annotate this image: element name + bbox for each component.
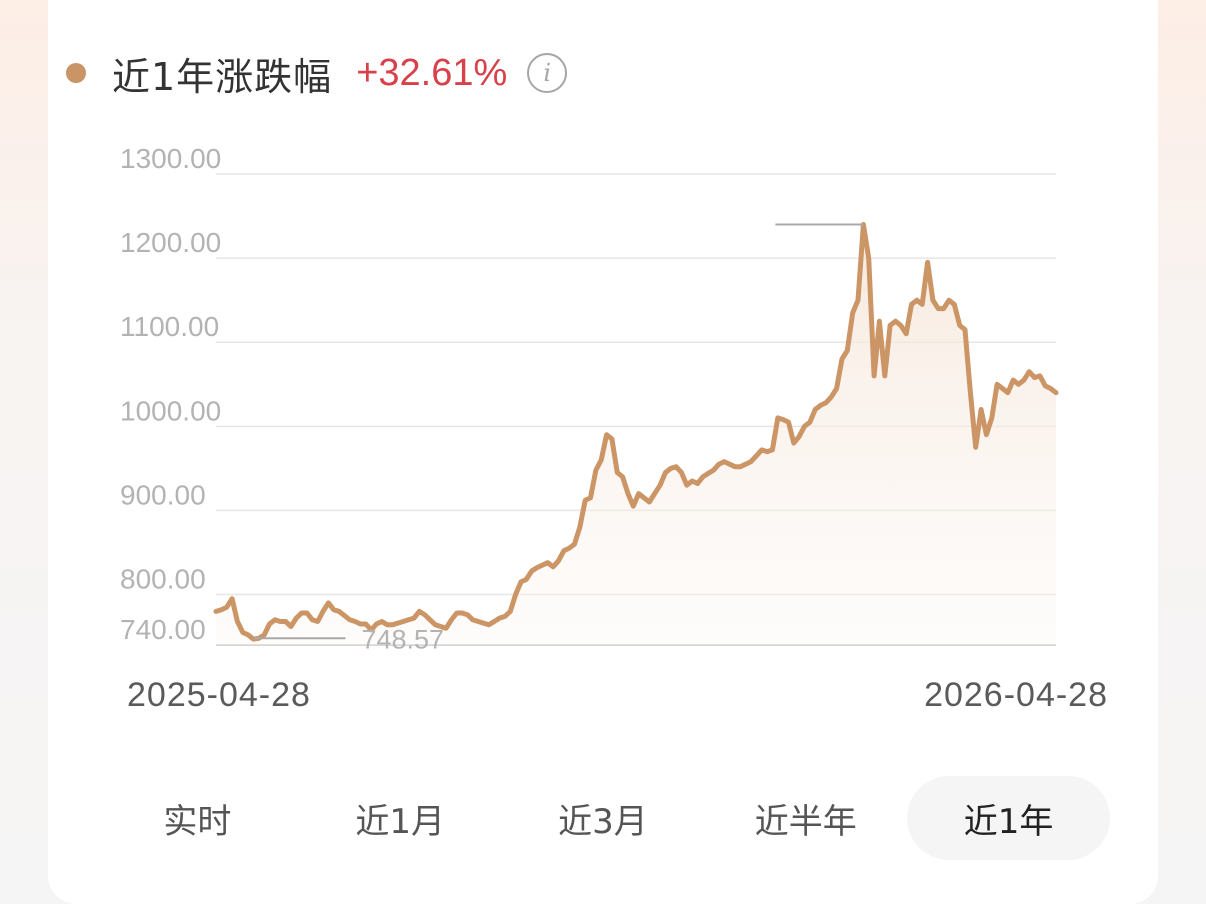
- x-axis-start-date: 2025-04-28: [127, 676, 311, 714]
- area-fill: [216, 224, 1056, 645]
- y-tick-label: 740.00: [120, 614, 206, 645]
- annotation-layer: 748.57: [253, 223, 864, 654]
- y-tick-label: 1200.00: [120, 227, 221, 258]
- tab-0[interactable]: 实时: [163, 801, 232, 842]
- tab-4[interactable]: 近1年: [907, 776, 1110, 860]
- info-icon[interactable]: i: [527, 53, 568, 93]
- legend-dot: [66, 63, 86, 83]
- y-tick-label: 1300.00: [120, 143, 221, 174]
- y-tick-label: 800.00: [120, 564, 206, 595]
- y-tick-label: 900.00: [120, 479, 206, 510]
- chart-header: 近1年涨跌幅 +32.61% i: [66, 46, 568, 100]
- period-change-title: 近1年涨跌幅: [112, 54, 333, 99]
- x-axis-end-date: 2026-04-28: [924, 676, 1108, 714]
- x-axis-dates: 2025-04-28 2026-04-28: [0, 676, 1206, 726]
- tab-2[interactable]: 近3月: [558, 801, 648, 842]
- y-axis-ticks: 1300.00 1200.00 1100.00 1000.00 900.00 800.00…: [120, 143, 221, 645]
- series-line: [213, 222, 1059, 642]
- y-tick-label: 1000.00: [120, 395, 221, 426]
- area-fill-layer: [216, 224, 1056, 645]
- y-tick-label: 1100.00: [120, 311, 219, 342]
- period-change-value: +32.61%: [356, 51, 508, 94]
- tab-3[interactable]: 近半年: [754, 801, 857, 842]
- period-tabs: 实时 近1月 近3月 近半年 近1年: [96, 776, 1110, 860]
- tab-1[interactable]: 近1月: [355, 801, 446, 842]
- min-value-label: 748.57: [361, 624, 444, 654]
- line-layer: [213, 222, 1059, 642]
